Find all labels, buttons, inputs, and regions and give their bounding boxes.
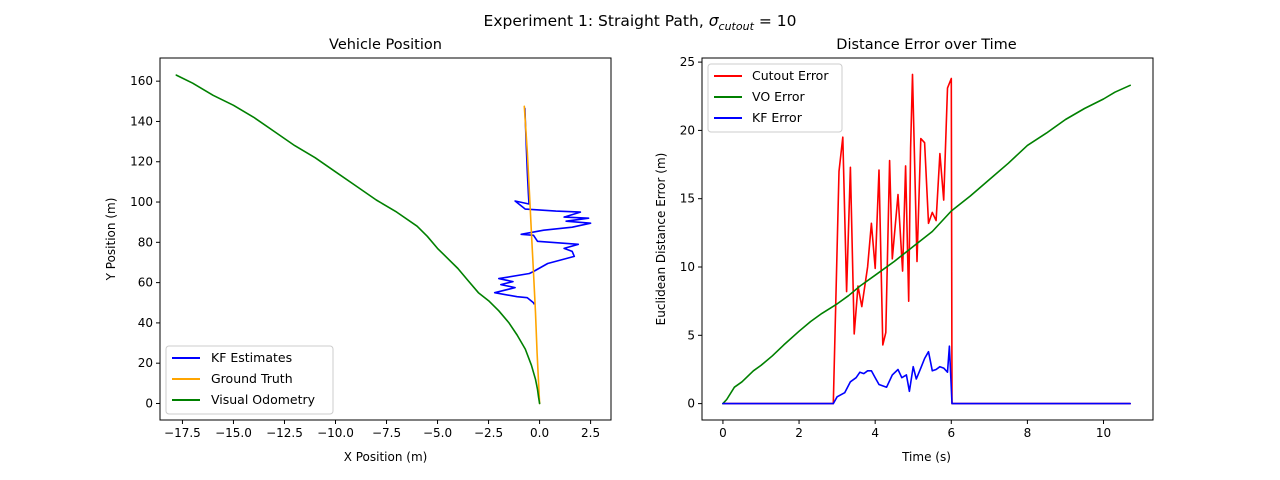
legend-box	[165, 345, 334, 415]
legend: Cutout Error VO Error KF Error	[707, 63, 843, 133]
series-line-kf-estimates	[493, 107, 592, 305]
legend-label-vo-error: VO Error	[752, 89, 805, 104]
x-tick-label: 0	[719, 426, 727, 440]
suptitle-sigma: σ	[709, 12, 720, 30]
x-tick-label: −5.0	[423, 426, 452, 440]
chart-title: Vehicle Position	[329, 37, 442, 53]
x-tick-label: 8	[1024, 426, 1032, 440]
series-line-ground-truth	[523, 105, 541, 405]
x-tick-label: 4	[871, 426, 879, 440]
vehicle-position-chart: Vehicle Position −17.5 −15.0 −12.5 −10.0 −7.…	[104, 37, 612, 464]
axes-frame	[159, 57, 612, 421]
y-tick-label: 20	[138, 356, 153, 370]
y-tick-label: 60	[138, 276, 153, 290]
x-tick-label: −12.5	[266, 426, 303, 440]
x-tick-label: −17.5	[164, 426, 201, 440]
plot-area	[722, 73, 1131, 405]
figure-suptitle: Experiment 1: Straight Path, σcutout = 1…	[484, 12, 797, 33]
y-tick-label: 25	[680, 55, 695, 69]
y-tick-label: 0	[145, 396, 153, 410]
x-tick-label: −7.5	[372, 426, 401, 440]
suptitle-equals: = 10	[754, 12, 797, 30]
y-tick-label: 100	[130, 195, 153, 209]
axis-ticks: −17.5 −15.0 −12.5 −10.0 −7.5 −5.0 −2.5 0.0 2.5 0 2…	[130, 74, 600, 440]
y-tick-label: 120	[130, 155, 153, 169]
legend-label-ground-truth: Ground Truth	[211, 371, 293, 386]
x-tick-label: 2	[795, 426, 803, 440]
y-axis-label: Euclidean Distance Error (m)	[654, 153, 668, 326]
series-line-kf-error	[722, 345, 1131, 405]
series-line-vo-error	[722, 84, 1131, 405]
axis-ticks: 0 2 4 6 8 10 0 5 10 15 20 25	[680, 55, 1111, 440]
legend: KF Estimates Ground Truth Visual Odometr…	[165, 345, 334, 415]
y-tick-label: 0	[687, 397, 695, 411]
series-line-visual-odometry	[175, 74, 541, 405]
legend-box	[707, 63, 843, 133]
y-tick-label: 40	[138, 316, 153, 330]
y-tick-label: 20	[680, 123, 695, 137]
x-tick-label: −2.5	[474, 426, 503, 440]
plot-area	[175, 74, 592, 405]
legend-label-cutout-error: Cutout Error	[752, 68, 829, 83]
y-tick-label: 10	[680, 260, 695, 274]
x-tick-label: 0.0	[530, 426, 549, 440]
series-line-cutout-error	[722, 73, 1131, 405]
y-tick-label: 140	[130, 114, 153, 128]
x-tick-label: −10.0	[317, 426, 354, 440]
x-tick-label: 10	[1096, 426, 1111, 440]
x-axis-label: X Position (m)	[344, 450, 428, 464]
x-axis-label: Time (s)	[901, 450, 951, 464]
x-tick-label: −15.0	[215, 426, 252, 440]
legend-label-kf-estimates: KF Estimates	[211, 350, 292, 365]
suptitle-main: Experiment 1: Straight Path,	[484, 12, 709, 30]
y-tick-label: 80	[138, 235, 153, 249]
y-tick-label: 15	[680, 192, 695, 206]
axes-frame	[701, 57, 1154, 421]
x-tick-label: 6	[947, 426, 955, 440]
y-tick-label: 160	[130, 74, 153, 88]
suptitle-subscript: cutout	[719, 20, 755, 33]
y-axis-label: Y Position (m)	[104, 198, 118, 282]
distance-error-chart: Distance Error over Time 0 2 4 6 8 10 0 5 10 15 20…	[654, 37, 1154, 464]
legend-label-visual-odometry: Visual Odometry	[211, 392, 316, 407]
chart-title: Distance Error over Time	[836, 37, 1016, 53]
x-tick-label: 2.5	[581, 426, 600, 440]
legend-label-kf-error: KF Error	[752, 110, 803, 125]
y-tick-label: 5	[687, 328, 695, 342]
